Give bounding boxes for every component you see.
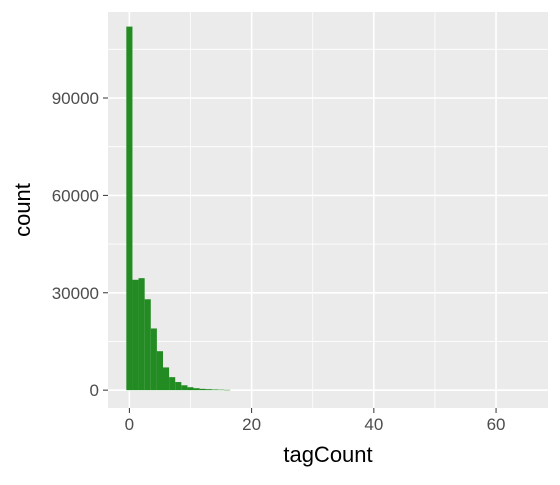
y-tick-label: 60000 <box>52 186 99 205</box>
y-tick-label: 30000 <box>52 284 99 303</box>
histogram-bar <box>150 328 157 391</box>
y-axis: 0 30000 60000 90000 <box>52 89 108 400</box>
y-axis-title: count <box>10 183 35 237</box>
histogram-bar <box>175 382 182 391</box>
x-tick-label: 20 <box>242 415 261 434</box>
x-tick-label: 0 <box>125 415 134 434</box>
histogram-bar <box>211 389 218 391</box>
x-axis-title: tagCount <box>283 442 372 467</box>
histogram-bar <box>126 26 133 391</box>
histogram-bar <box>187 387 194 391</box>
y-tick-label: 90000 <box>52 89 99 108</box>
histogram-bar <box>218 389 225 391</box>
x-tick-label: 60 <box>487 415 506 434</box>
histogram-bar <box>181 385 188 391</box>
histogram-bar <box>193 388 200 391</box>
histogram-bar <box>138 278 145 391</box>
histogram-bar <box>205 389 212 391</box>
plot-panel <box>108 12 548 408</box>
x-axis: 0 20 40 60 <box>125 408 506 434</box>
y-tick-label: 0 <box>90 381 99 400</box>
grid-minor <box>108 12 548 408</box>
histogram-bar <box>144 299 151 391</box>
histogram-bar <box>199 388 206 391</box>
histogram-bars <box>126 26 231 391</box>
histogram-bar <box>163 367 170 391</box>
histogram-bar <box>156 351 163 391</box>
histogram-bar <box>224 389 231 391</box>
histogram-bar <box>169 377 176 391</box>
histogram-bar <box>132 279 139 391</box>
x-tick-label: 40 <box>364 415 383 434</box>
